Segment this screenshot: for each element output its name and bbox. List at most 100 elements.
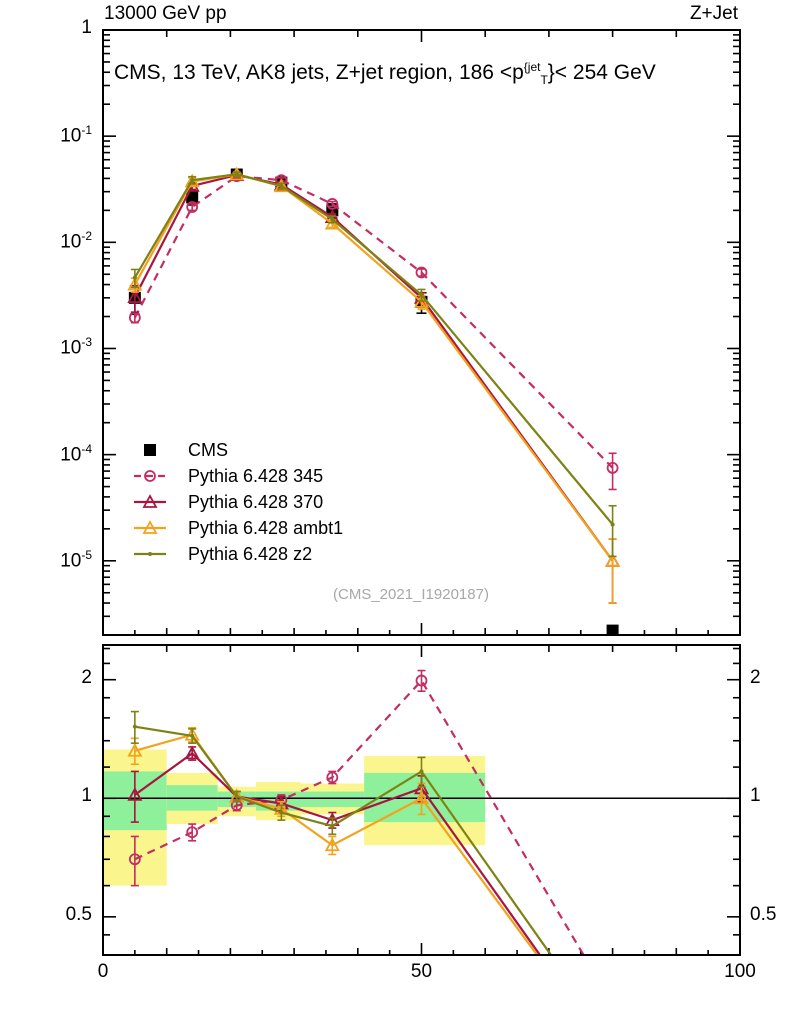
data-marker-triangle — [273, 178, 289, 193]
data-marker-triangle — [184, 726, 200, 741]
data-marker-dot — [132, 724, 137, 729]
ratio-uncertainty-band-green — [300, 791, 365, 808]
data-marker-dot — [330, 824, 335, 829]
data-marker-triangle — [324, 812, 340, 827]
y-tick-label: 10-3 — [60, 335, 92, 359]
data-marker-triangle — [273, 795, 289, 810]
ratio-y-tick-label-left: 2 — [81, 666, 92, 688]
ratio-uncertainty-band-green — [103, 771, 167, 831]
ratio-uncertainty-band-yellow — [166, 772, 218, 825]
ratio-y-tick-label-right: 2 — [750, 666, 761, 688]
data-marker-triangle — [324, 837, 340, 852]
ratio-panel-frame — [102, 644, 741, 956]
data-marker-circle — [230, 170, 243, 183]
series-line-p345 — [133, 175, 614, 469]
ratio-y-tick-label-right: 1 — [750, 785, 761, 807]
data-marker-triangle — [273, 800, 289, 815]
y-tick-label: 1 — [81, 17, 92, 38]
data-marker-circle — [230, 799, 243, 812]
data-marker-circle — [128, 853, 141, 866]
y-tick-label: 10-5 — [60, 547, 92, 572]
ratio-axis-label: Ratio to CMS — [30, 767, 51, 880]
data-marker-square — [128, 291, 141, 304]
data-marker-circle — [326, 198, 339, 210]
data-marker-triangle — [324, 215, 340, 230]
data-marker-circle — [275, 794, 288, 806]
mcplots-reference-note: mcplots.cern.ch [arXiv:2401.10621] — [772, 392, 786, 628]
x-tick-label: 50 — [410, 961, 433, 982]
ratio-uncertainty-band-green — [364, 772, 486, 823]
data-marker-dot — [419, 769, 424, 774]
data-marker-triangle — [142, 520, 158, 534]
ratio-uncertainty-band-yellow — [217, 786, 256, 817]
data-marker-triangle — [229, 166, 245, 181]
data-marker-triangle — [324, 209, 340, 223]
data-marker-circle — [186, 826, 199, 839]
data-marker-triangle — [184, 173, 200, 188]
data-marker-dot — [234, 794, 239, 799]
data-marker-circle — [326, 771, 339, 784]
ratio-uncertainty-band-yellow — [255, 781, 301, 821]
data-marker-dot — [610, 522, 615, 527]
data-marker-triangle — [605, 552, 621, 567]
legend-item-p345[interactable]: Pythia 6.428 345 — [188, 466, 324, 486]
data-marker-circle — [275, 174, 288, 187]
data-marker-dot — [190, 733, 195, 738]
plot-title-tail: }< 254 GeV — [547, 61, 656, 84]
ratio-series-line-p345 — [134, 678, 614, 1005]
ratio-uncertainty-band-yellow — [364, 756, 486, 846]
legend-item-z2[interactable]: Pythia 6.428 z2 — [188, 544, 313, 564]
plot-title: CMS, 13 TeV, AK8 jets, Z+jet region, 186… — [114, 60, 656, 87]
data-marker-triangle — [127, 289, 143, 303]
ratio-uncertainty-band-yellow — [103, 749, 167, 886]
rivet-version-note: Rivet 4.1.0, ≥ 100k events — [772, 136, 786, 310]
data-marker-triangle — [413, 780, 430, 795]
ratio-uncertainty-band-green — [166, 785, 218, 811]
data-marker-circle — [186, 201, 199, 213]
data-marker-dot — [279, 183, 284, 188]
ratio-uncertainty-band-green — [217, 791, 256, 808]
y-tick-label: 10-4 — [60, 441, 92, 465]
legend: CMS Pythia 6.428 345 Pythia 6.428 370 Py… — [188, 437, 343, 567]
legend-item-p370[interactable]: Pythia 6.428 370 — [188, 492, 324, 512]
panel-gap-mask — [0, 636, 786, 644]
data-marker-dot — [419, 292, 424, 297]
plot-title-sup: {jet — [523, 60, 541, 74]
data-marker-triangle — [229, 788, 245, 803]
y-tick-label: 10-2 — [60, 229, 92, 253]
data-marker-square — [275, 176, 288, 189]
data-marker-triangle — [127, 787, 143, 801]
analysis-id-watermark: (CMS_2021_I1920187) — [333, 586, 489, 603]
ratio-y-tick-label-right: 0.5 — [750, 903, 777, 925]
data-marker-circle — [128, 311, 141, 324]
data-marker-dot — [330, 217, 335, 222]
data-marker-triangle — [127, 276, 143, 291]
data-marker-circle — [415, 674, 428, 687]
x-axis-label: multiplicity — [663, 980, 760, 1003]
data-marker-triangle — [413, 790, 430, 805]
data-marker-dot — [148, 552, 152, 556]
data-marker-triangle — [413, 293, 430, 308]
data-marker-triangle — [142, 494, 158, 508]
data-marker-square — [144, 444, 156, 456]
data-marker-dot — [234, 172, 239, 177]
legend-item-ambt1[interactable]: Pythia 6.428 ambt1 — [188, 518, 344, 538]
data-marker-triangle — [413, 289, 430, 304]
data-marker-triangle — [605, 552, 621, 567]
y-tick-label: 10-1 — [60, 123, 92, 147]
data-marker-circle — [606, 462, 619, 474]
header-left-beam: 13000 GeV pp — [104, 3, 227, 24]
data-marker-circle — [415, 266, 428, 279]
plot-title-sub: T — [540, 73, 548, 88]
data-marker-dot — [279, 810, 284, 815]
data-marker-square — [415, 295, 428, 308]
plot-title-main: CMS, 13 TeV, AK8 jets, Z+jet region, 186… — [114, 61, 524, 84]
ratio-y-tick-label-left: 0.5 — [65, 903, 92, 925]
data-marker-square — [606, 624, 619, 637]
y-axis-label: # d2N d pT dλ 1 # dN / d pT — [0, 0, 98, 640]
data-marker-triangle — [229, 788, 245, 803]
legend-item-cms[interactable]: CMS — [188, 440, 228, 460]
ratio-uncertainty-band-green — [255, 791, 301, 811]
